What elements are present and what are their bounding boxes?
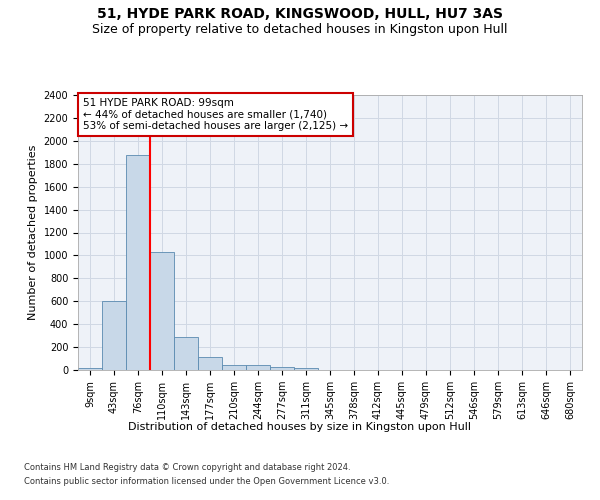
Text: Contains public sector information licensed under the Open Government Licence v3: Contains public sector information licen… (24, 478, 389, 486)
Text: 51 HYDE PARK ROAD: 99sqm
← 44% of detached houses are smaller (1,740)
53% of sem: 51 HYDE PARK ROAD: 99sqm ← 44% of detach… (83, 98, 348, 131)
Bar (222, 364, 246, 370)
Bar (150, 252, 174, 370)
Bar (294, 368, 318, 370)
Text: 51, HYDE PARK ROAD, KINGSWOOD, HULL, HU7 3AS: 51, HYDE PARK ROAD, KINGSWOOD, HULL, HU7… (97, 8, 503, 22)
Y-axis label: Number of detached properties: Number of detached properties (28, 145, 38, 320)
Bar (246, 365, 270, 370)
Bar (102, 301, 126, 370)
Text: Contains HM Land Registry data © Crown copyright and database right 2024.: Contains HM Land Registry data © Crown c… (24, 462, 350, 471)
Bar (78, 368, 102, 370)
Bar (198, 357, 222, 370)
Bar (126, 154, 150, 370)
Text: Distribution of detached houses by size in Kingston upon Hull: Distribution of detached houses by size … (128, 422, 472, 432)
Text: Size of property relative to detached houses in Kingston upon Hull: Size of property relative to detached ho… (92, 22, 508, 36)
Bar (270, 367, 294, 370)
Bar (174, 338, 198, 370)
